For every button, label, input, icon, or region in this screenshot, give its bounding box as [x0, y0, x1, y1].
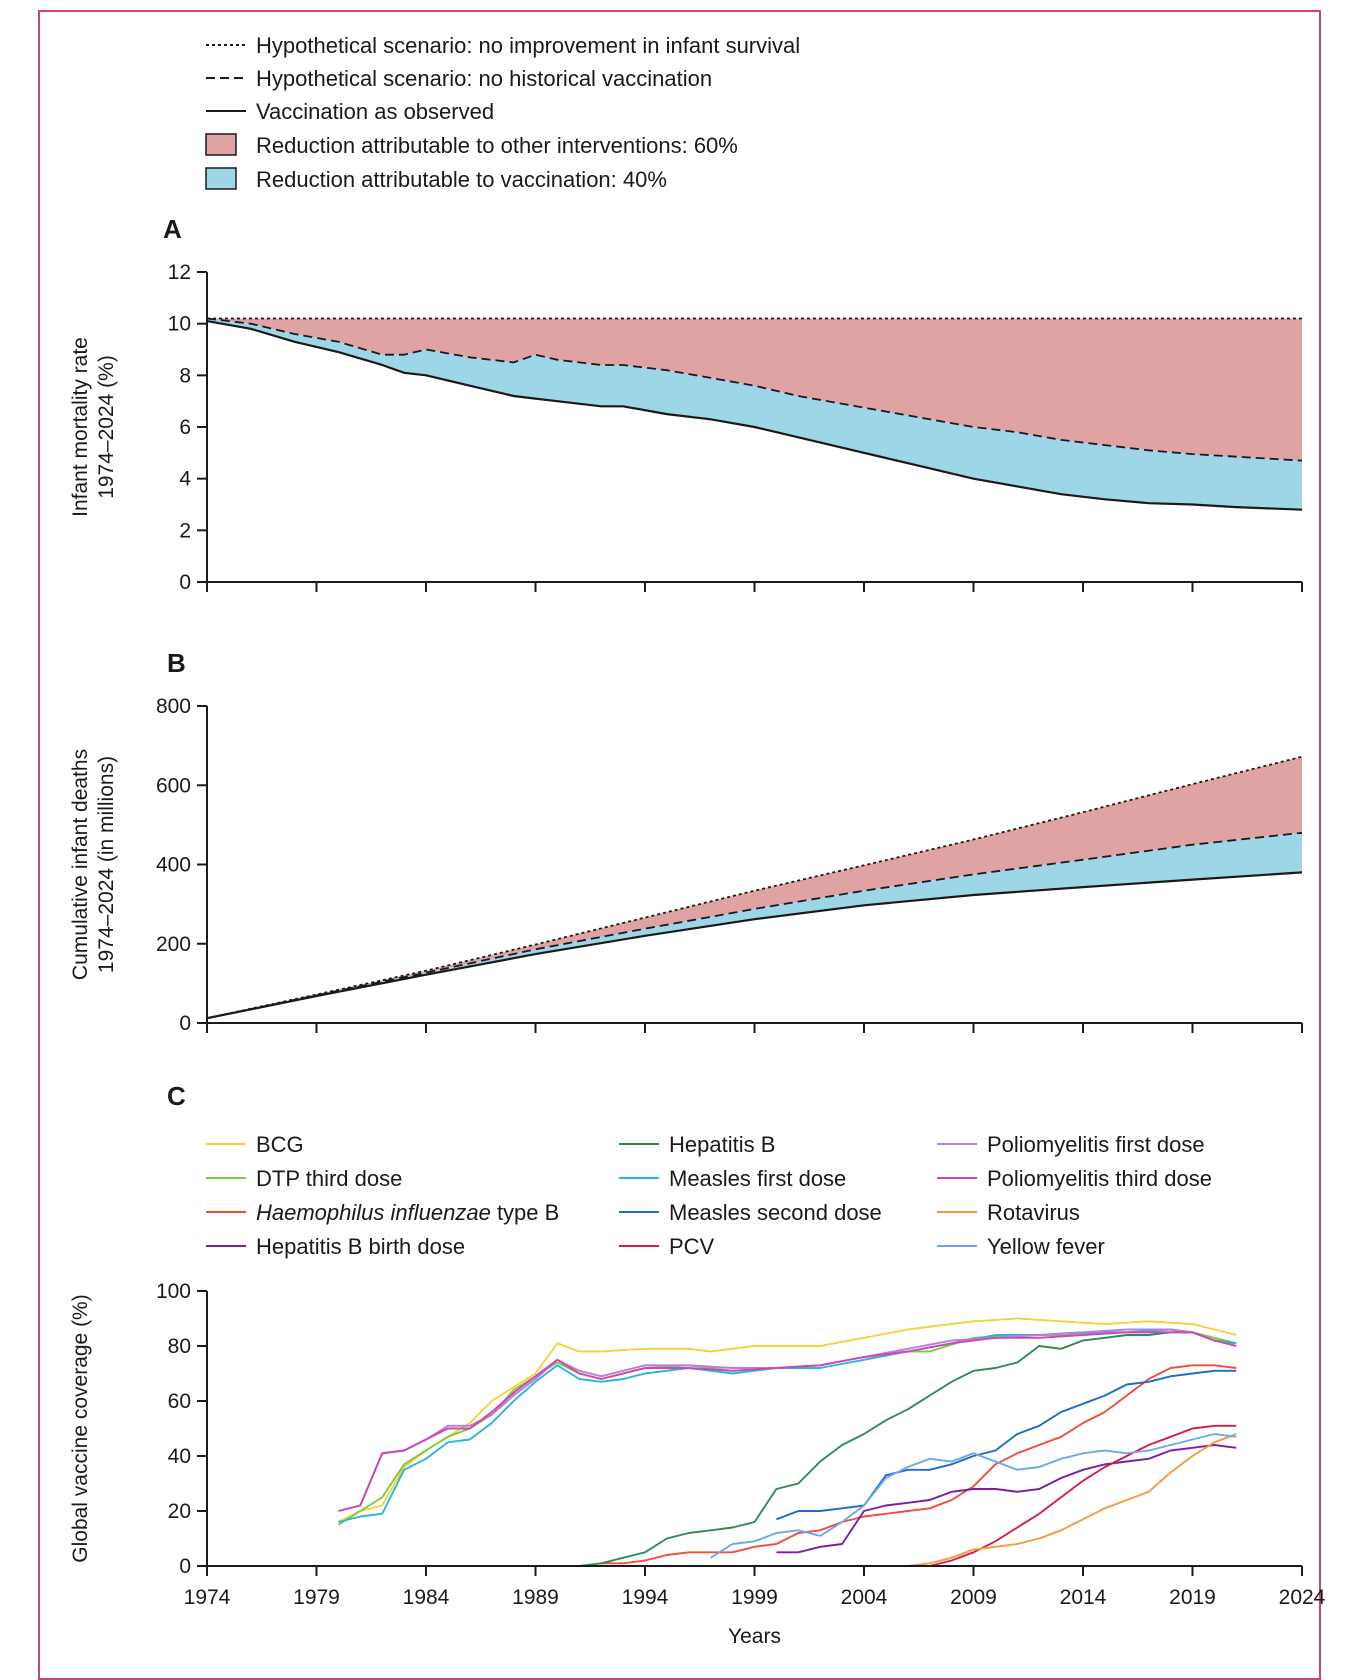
- y-axis-title-line1: Infant mortality rate: [69, 337, 92, 517]
- series-line-dashed: [206, 831, 1303, 1020]
- x-tick-label: 1989: [512, 1586, 559, 1609]
- coverage-line: [710, 1433, 1237, 1559]
- panel-label-b: B: [167, 648, 186, 678]
- y-tick-label: 0: [179, 571, 191, 594]
- y-axis-title: Cumulative infant deaths 1974–2024 (in mi…: [69, 749, 118, 980]
- coverage-line: [337, 1317, 1237, 1523]
- x-tick-label: 1994: [622, 1586, 669, 1609]
- area-other-interventions: [207, 756, 1302, 1019]
- legend-c-label: Measles second dose: [669, 1200, 882, 1225]
- x-tick-label: 2004: [841, 1586, 888, 1609]
- legend-c-label: Hepatitis B birth dose: [256, 1234, 465, 1259]
- area-vaccination: [207, 832, 1302, 1019]
- y-tick-label: 600: [156, 774, 191, 797]
- x-tick-label: 1979: [293, 1586, 340, 1609]
- coverage-line: [338, 1331, 1237, 1512]
- legend-c-label: BCG: [256, 1132, 304, 1157]
- y-tick-label: 800: [156, 695, 191, 718]
- legend-c-label: Measles first dose: [669, 1166, 846, 1191]
- legend-c-label-rest: type B: [491, 1200, 559, 1225]
- y-tick-label: 0: [179, 1012, 191, 1035]
- legend-label: Vaccination as observed: [256, 99, 494, 124]
- y-axis-title: Global vaccine coverage (%): [69, 1294, 92, 1562]
- legend-label: Hypothetical scenario: no improvement in…: [256, 33, 800, 58]
- y-tick-label: 100: [156, 1280, 191, 1303]
- x-tick-label: 1999: [731, 1586, 778, 1609]
- y-axis-title-text: Global vaccine coverage (%): [69, 1294, 92, 1562]
- series-line-solid: [206, 320, 1303, 511]
- legend-c-label: Rotavirus: [987, 1200, 1080, 1225]
- coverage-line: [337, 1331, 1237, 1526]
- panel-label-c: C: [167, 1081, 186, 1111]
- y-axis-title-line1: Cumulative infant deaths: [69, 749, 92, 980]
- legend-label: Reduction attributable to vaccination: 4…: [256, 167, 667, 192]
- x-tick-label: 2019: [1169, 1586, 1216, 1609]
- x-tick-label: 1974: [184, 1586, 231, 1609]
- y-tick-label: 2: [179, 519, 191, 542]
- x-tick-label: 2014: [1060, 1586, 1107, 1609]
- y-tick-label: 12: [168, 261, 191, 284]
- coverage-line: [338, 1328, 1237, 1512]
- x-axis-title: Years: [728, 1625, 781, 1648]
- legend-c-label: Poliomyelitis third dose: [987, 1166, 1212, 1191]
- series-line-dashed: [206, 317, 1303, 462]
- area-vaccination: [207, 318, 1302, 510]
- y-tick-label: 0: [179, 1555, 191, 1578]
- y-axis-title-line2: 1974–2024 (in millions): [95, 756, 118, 973]
- legend-c-label: DTP third dose: [256, 1166, 402, 1191]
- y-axis-title: Infant mortality rate 1974–2024 (%): [69, 337, 118, 517]
- legend-c-label: Poliomyelitis first dose: [987, 1132, 1205, 1157]
- coverage-line: [776, 1369, 1237, 1521]
- y-tick-label: 20: [168, 1500, 191, 1523]
- y-tick-label: 40: [168, 1445, 191, 1468]
- coverage-line: [907, 1433, 1237, 1567]
- y-tick-label: 60: [168, 1390, 191, 1413]
- y-tick-label: 10: [168, 313, 191, 336]
- coverage-line: [557, 1331, 1237, 1567]
- series-line-dotted: [206, 755, 1303, 1020]
- legend-label: Reduction attributable to other interven…: [256, 133, 738, 158]
- y-tick-label: 8: [179, 364, 191, 387]
- legend-label: Hypothetical scenario: no historical vac…: [256, 66, 712, 91]
- x-tick-label: 2024: [1279, 1586, 1326, 1609]
- series-line-solid: [206, 871, 1303, 1020]
- x-tick-label: 2009: [950, 1586, 997, 1609]
- y-axis-title-line2: 1974–2024 (%): [95, 355, 118, 499]
- panel-label-a: A: [163, 214, 182, 244]
- y-tick-label: 4: [179, 468, 191, 491]
- legend-c-label: Haemophilus influenzae type B: [256, 1200, 559, 1225]
- area-other-interventions: [207, 318, 1302, 461]
- coverage-line: [776, 1444, 1237, 1554]
- legend-swatch-fill-other: [205, 133, 237, 156]
- legend-c-label: Yellow fever: [987, 1234, 1105, 1259]
- y-tick-label: 400: [156, 854, 191, 877]
- x-tick-label: 1984: [403, 1586, 450, 1609]
- y-tick-label: 80: [168, 1335, 191, 1358]
- legend-c-label: Hepatitis B: [669, 1132, 775, 1157]
- coverage-line: [601, 1364, 1237, 1565]
- y-tick-label: 6: [179, 416, 191, 439]
- legend-swatch-fill-vacc: [205, 167, 237, 190]
- legend-c-label-italic: Haemophilus influenzae: [256, 1200, 491, 1225]
- legend-c-label: PCV: [669, 1234, 715, 1259]
- y-tick-label: 200: [156, 933, 191, 956]
